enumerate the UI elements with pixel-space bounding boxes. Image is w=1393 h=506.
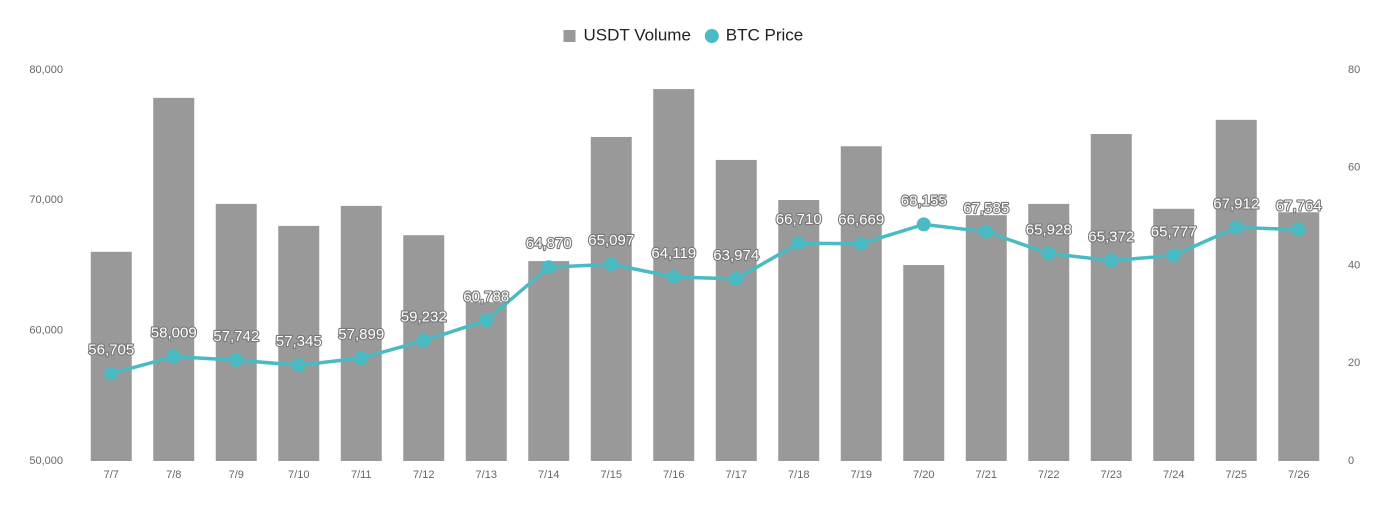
bar (1090, 134, 1132, 461)
bar (90, 251, 132, 461)
value-label: 56,705 (88, 342, 134, 359)
y2-tick-label: 60 (1348, 162, 1360, 174)
line-point (916, 217, 931, 232)
value-label: 65,372 (1088, 229, 1134, 246)
y-tick-label: 50,000 (29, 455, 63, 467)
x-tick-label: 7/8 (166, 469, 181, 481)
x-tick-label: 7/24 (1163, 469, 1184, 481)
y-tick-label: 70,000 (29, 194, 63, 206)
bar (403, 235, 445, 461)
y2-tick-label: 20 (1348, 357, 1360, 369)
value-label: 65,777 (1151, 223, 1197, 240)
bar (1153, 208, 1195, 461)
line (110, 222, 1299, 376)
x-tick-label: 7/19 (851, 469, 872, 481)
value-label: 67,912 (1213, 196, 1259, 213)
line-point (104, 366, 119, 381)
value-label: 68,155 (901, 192, 947, 209)
bar (340, 205, 382, 461)
line-point (791, 236, 806, 251)
line-point (1166, 248, 1181, 263)
value-label: 59,232 (401, 309, 447, 326)
y2-tick-label: 0 (1348, 455, 1354, 467)
line-point (604, 257, 619, 272)
x-tick-label: 7/9 (229, 469, 244, 481)
legend-label: BTC Price (726, 25, 803, 44)
value-label: 64,870 (526, 235, 572, 252)
legend-swatch (704, 29, 719, 43)
x-tick-label: 7/25 (1226, 469, 1247, 481)
line-point (541, 260, 556, 275)
line-point (291, 358, 306, 373)
bar (1028, 203, 1070, 462)
y-tick-label: 80,000 (29, 64, 63, 76)
x-tick-label: 7/20 (913, 469, 934, 481)
value-label: 57,899 (338, 326, 384, 343)
legend-swatch (563, 30, 576, 42)
x-tick-label: 7/12 (413, 469, 434, 481)
x-tick-label: 7/22 (1038, 469, 1059, 481)
value-label: 60,788 (463, 288, 509, 305)
x-tick-label: 7/7 (104, 469, 119, 481)
bar (278, 225, 320, 461)
bar (215, 203, 257, 462)
value-label: 57,345 (276, 333, 322, 350)
value-label: 57,742 (213, 328, 259, 345)
line-point (666, 269, 681, 284)
line-point (1041, 246, 1056, 261)
line-point (854, 236, 869, 251)
x-tick-label: 7/17 (726, 469, 747, 481)
x-tick-label: 7/23 (1101, 469, 1122, 481)
line-point (229, 353, 244, 368)
value-label: 67,764 (1276, 197, 1322, 214)
x-tick-label: 7/13 (476, 469, 497, 481)
bar (715, 159, 757, 461)
value-label: 63,974 (713, 247, 759, 264)
value-label: 58,009 (151, 325, 197, 342)
bar (465, 302, 507, 461)
value-label: 65,097 (588, 232, 634, 249)
line-point (1104, 253, 1119, 268)
x-tick-label: 7/14 (538, 469, 559, 481)
value-label: 66,669 (838, 212, 884, 229)
value-label: 65,928 (1026, 221, 1072, 238)
line-point (479, 313, 494, 328)
line-point (729, 271, 744, 286)
bar (840, 146, 882, 461)
value-label: 67,585 (963, 200, 1009, 217)
line-point (979, 224, 994, 239)
x-tick-label: 7/15 (601, 469, 622, 481)
bar (965, 215, 1007, 461)
bar (153, 97, 195, 461)
bar (590, 136, 632, 462)
line-point (1229, 220, 1244, 235)
legend-label: USDT Volume (584, 25, 691, 44)
y2-tick-label: 80 (1348, 64, 1360, 76)
x-tick-label: 7/21 (976, 469, 997, 481)
x-tick-label: 7/11 (351, 469, 372, 481)
x-tick-label: 7/18 (788, 469, 809, 481)
x-tick-label: 7/26 (1288, 469, 1309, 481)
line-point (1291, 222, 1306, 237)
value-label: 66,710 (776, 211, 822, 228)
line-point (416, 333, 431, 348)
bar (903, 265, 945, 461)
x-tick-label: 7/16 (663, 469, 684, 481)
bar (528, 261, 570, 461)
line-point (166, 349, 181, 364)
line-point (354, 351, 369, 366)
y-tick-label: 60,000 (29, 325, 63, 337)
bar (1215, 119, 1257, 461)
y2-tick-label: 40 (1348, 259, 1360, 271)
bar (1278, 212, 1320, 461)
value-label: 64,119 (651, 245, 696, 262)
x-tick-label: 7/10 (288, 469, 309, 481)
